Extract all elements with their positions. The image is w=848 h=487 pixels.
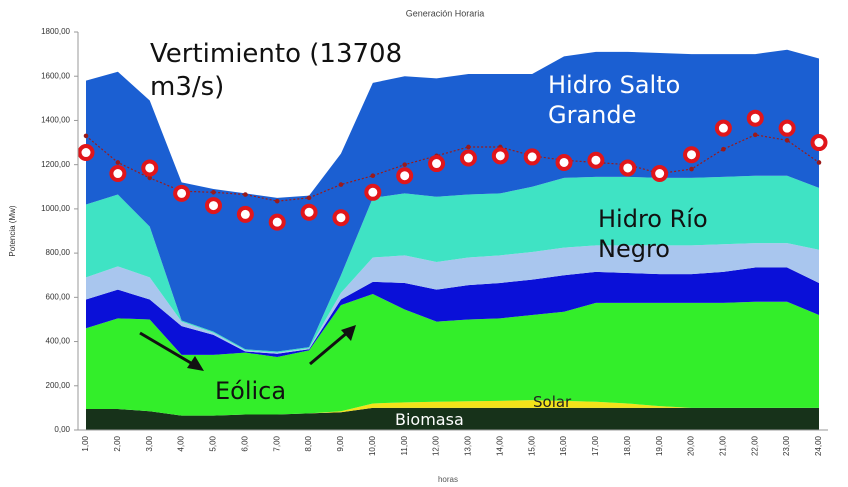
series-label: Eólica — [215, 377, 287, 405]
y-tick-label: 1200,00 — [41, 160, 70, 169]
dot — [364, 183, 382, 201]
dot — [300, 203, 318, 221]
arrow — [309, 330, 349, 366]
line-point — [784, 138, 790, 143]
y-tick-label: 600,00 — [46, 292, 71, 301]
line-point — [752, 132, 758, 138]
dot — [778, 119, 796, 137]
arrow — [139, 331, 197, 368]
dot — [491, 147, 509, 165]
dot — [109, 165, 127, 183]
x-tick-label: 15,00 — [527, 435, 536, 456]
dot — [396, 167, 414, 185]
y-tick-label: 400,00 — [46, 337, 71, 346]
line-point — [338, 182, 344, 187]
line-point — [306, 195, 312, 201]
y-axis-label: Potencia (Mw) — [8, 205, 17, 256]
line-point — [402, 162, 407, 167]
line-point — [115, 160, 121, 165]
line-point — [721, 146, 726, 152]
y-tick-label: 1600,00 — [41, 71, 70, 80]
area — [86, 407, 819, 430]
arrows — [139, 325, 356, 371]
annotation: Vertimiento (13708 m3/s) — [150, 39, 403, 102]
y-tick-label: 1800,00 — [41, 27, 70, 36]
x-tick-label: 9,00 — [336, 435, 345, 451]
dot — [173, 184, 191, 202]
plot: 0,00 200,00 400,00 600,00 800,00 1000,00 1200,… — [41, 27, 828, 456]
line-point — [211, 190, 216, 195]
line-point — [274, 198, 280, 204]
dot — [619, 159, 637, 177]
dot — [587, 151, 605, 169]
dot — [683, 146, 701, 164]
dot — [746, 109, 764, 127]
area — [86, 49, 819, 352]
dot — [714, 119, 732, 137]
line-point — [370, 173, 376, 179]
arrow-head — [341, 325, 356, 341]
x-tick-label: 3,00 — [145, 435, 154, 451]
x-tick-label: 8,00 — [304, 435, 313, 451]
area — [86, 175, 819, 353]
x-tick-label: 1,00 — [81, 435, 90, 451]
line-point — [83, 133, 89, 139]
dot — [332, 209, 350, 227]
x-tick-label: 6,00 — [240, 435, 249, 451]
x-tick-label: 7,00 — [272, 435, 281, 451]
x-tick-label: 13,00 — [464, 435, 473, 456]
dot — [459, 149, 477, 167]
area — [86, 400, 819, 416]
x-axis-label: horas — [438, 475, 458, 484]
area — [86, 267, 819, 358]
area — [86, 243, 819, 354]
line-point — [243, 192, 248, 197]
dot — [77, 144, 95, 162]
line-point — [816, 160, 822, 165]
dot — [204, 197, 222, 215]
series-label: Hidro Río Negro — [598, 205, 708, 263]
x-tick-label: 19,00 — [655, 435, 664, 456]
y-tick-label: 1000,00 — [41, 204, 70, 213]
dot — [236, 205, 254, 223]
dot — [523, 148, 541, 166]
series-label: Biomasa — [395, 410, 464, 429]
line-point — [147, 175, 153, 181]
chart-title: Generación Horaria — [406, 8, 485, 18]
dot — [810, 134, 828, 152]
x-tick-label: 22,00 — [750, 435, 759, 456]
x-tick-label: 11,00 — [400, 435, 409, 455]
y-tick-label: 1400,00 — [41, 116, 70, 125]
dot — [268, 213, 286, 231]
x-tick-label: 18,00 — [623, 435, 632, 456]
series-label: Hidro Salto Grande — [548, 71, 681, 129]
line-point — [466, 144, 471, 150]
y-tick-label: 200,00 — [46, 381, 71, 390]
y-tick-label: 800,00 — [46, 248, 71, 257]
dot — [141, 159, 159, 177]
x-tick-label: 5,00 — [209, 435, 218, 451]
line — [85, 134, 820, 202]
x-tick-label: 16,00 — [559, 435, 568, 456]
y-tick-label: 0,00 — [54, 425, 70, 434]
x-tick-label: 14,00 — [495, 435, 504, 456]
arrow-head — [187, 356, 204, 371]
dot — [651, 165, 669, 183]
x-tick-label: 20,00 — [687, 435, 696, 456]
x-tick-label: 21,00 — [719, 435, 728, 456]
x-tick-label: 24,00 — [814, 435, 823, 456]
x-tick-label: 23,00 — [782, 435, 791, 456]
x-tick-label: 17,00 — [591, 435, 600, 456]
dot — [555, 153, 573, 171]
x-tick-label: 10,00 — [368, 435, 377, 456]
series-label: Solar — [533, 393, 572, 411]
line-point — [689, 166, 694, 172]
x-tick-label: 12,00 — [432, 435, 441, 456]
area — [86, 294, 819, 416]
x-tick-label: 4,00 — [177, 435, 186, 451]
x-tick-label: 2,00 — [113, 435, 122, 451]
dot — [428, 155, 446, 173]
